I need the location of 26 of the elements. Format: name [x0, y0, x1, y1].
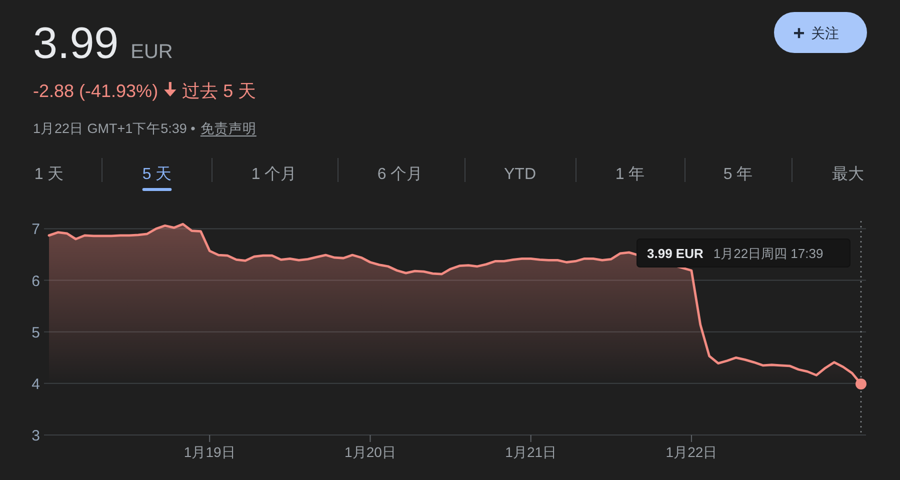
tab-label: 1 年	[615, 166, 645, 183]
timestamp-label: 1月22日 GMT+1下午5:39 •	[33, 121, 196, 136]
y-tick-label: 4	[32, 376, 40, 393]
change-label: -2.88 (-41.93%)	[33, 81, 158, 101]
x-tick-label: 1月22日	[666, 444, 718, 460]
x-tick-label: 1月20日	[344, 444, 396, 460]
tab-label: 最大	[832, 166, 864, 183]
tab-label: 5 天	[142, 166, 172, 183]
tab-label: 5 年	[723, 166, 753, 183]
x-tick-label: 1月21日	[505, 444, 557, 460]
tab-label: 1 天	[34, 166, 64, 183]
tooltip-text: 1月22日周四 17:39	[713, 246, 824, 261]
y-tick-label: 5	[32, 324, 40, 342]
y-tick-label: 7	[32, 221, 40, 238]
y-tick-label: 6	[32, 272, 40, 290]
x-tick-label: 1月19日	[184, 444, 236, 460]
tab-label: 1 个月	[251, 166, 297, 183]
button-label: 关注	[811, 25, 839, 41]
currency-label: EUR	[130, 41, 173, 63]
tooltip-text: 3.99 EUR	[647, 246, 704, 261]
disclaimer-link: 免责声明	[200, 121, 256, 136]
tab-label: 6 个月	[377, 166, 423, 183]
title: 3.99	[33, 19, 119, 68]
tab-label: YTD	[504, 166, 536, 183]
period-label: 过去 5 天	[182, 81, 256, 101]
y-tick-label: 3	[32, 428, 40, 444]
